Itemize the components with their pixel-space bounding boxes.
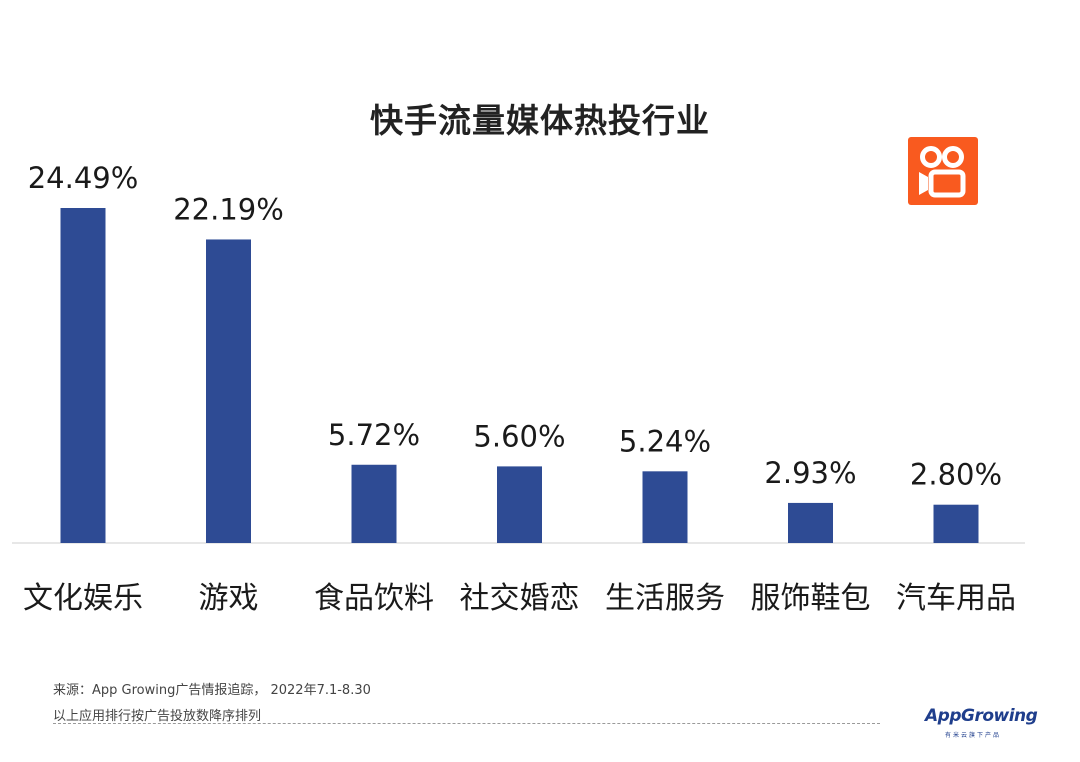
value-label-1: 24.49% — [28, 161, 139, 195]
value-label-4: 5.60% — [473, 419, 565, 453]
brand-subtitle: 有米云旗下产品 — [945, 732, 1002, 739]
sort-note: 以上应用排行按广告投放数降序排列 — [53, 709, 262, 724]
value-label-5: 5.24% — [619, 424, 711, 458]
bar-chart: 24.49% 22.19% 5.72% 5.60% 5.24% 2.93% 2.80% 文化… — [12, 161, 1025, 616]
category-label-4: 社交婚恋 — [460, 581, 580, 616]
bar-3 — [351, 464, 397, 543]
kuaishou-logo-icon — [908, 137, 978, 205]
bar-6 — [788, 502, 833, 543]
value-label-3: 5.72% — [328, 418, 420, 452]
value-label-6: 2.93% — [764, 456, 856, 490]
category-label-2: 游戏 — [199, 581, 259, 616]
bar-5 — [642, 471, 688, 543]
chart-title: 快手流量媒体热投行业 — [370, 101, 710, 140]
source-note: 来源：App Growing广告情报追踪， 2022年7.1-8.30 — [53, 683, 371, 698]
footer-divider — [53, 723, 880, 724]
category-label-7: 汽车用品 — [896, 581, 1016, 616]
bar-2 — [206, 239, 251, 543]
category-label-1: 文化娱乐 — [23, 581, 143, 616]
category-label-3: 食品饮料 — [314, 581, 434, 616]
bar-1 — [60, 208, 106, 543]
category-label-6: 服饰鞋包 — [751, 581, 871, 616]
brand-logo: AppGrowing — [925, 706, 1038, 726]
bar-4 — [497, 466, 542, 543]
value-label-7: 2.80% — [910, 458, 1002, 492]
value-label-2: 22.19% — [173, 192, 284, 226]
bar-7 — [933, 504, 979, 543]
category-label-5: 生活服务 — [605, 581, 725, 616]
